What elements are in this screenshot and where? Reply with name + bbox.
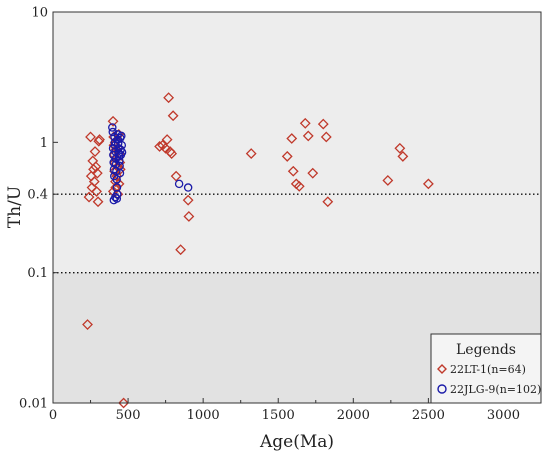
data-point-circle bbox=[111, 192, 120, 202]
reference-lines bbox=[53, 193, 541, 274]
data-point-diamond bbox=[307, 167, 319, 179]
legend-box bbox=[430, 333, 542, 404]
data-point-diamond bbox=[90, 161, 102, 173]
x-tick-label: 1000 bbox=[187, 408, 220, 423]
legend-title: Legends bbox=[456, 342, 516, 358]
data-point-circle bbox=[115, 168, 125, 178]
data-point-diamond bbox=[281, 150, 293, 162]
data-point-circle bbox=[117, 147, 127, 157]
data-points bbox=[82, 92, 434, 409]
data-point-diamond bbox=[160, 142, 172, 154]
data-point-circle bbox=[174, 179, 184, 189]
data-point-diamond bbox=[107, 115, 119, 127]
data-point-diamond bbox=[111, 170, 123, 182]
y-tick-label: 0.01 bbox=[19, 397, 48, 412]
data-point-diamond bbox=[287, 165, 299, 177]
data-point-diamond bbox=[83, 191, 95, 203]
data-point-diamond bbox=[163, 92, 175, 104]
data-point-diamond bbox=[397, 150, 409, 162]
data-point-diamond bbox=[166, 148, 178, 159]
x-tick-label: 0 bbox=[49, 408, 57, 423]
data-point-diamond bbox=[322, 196, 334, 208]
legend-label-22jlg-9: 22JLG-9(n=102) bbox=[450, 383, 541, 396]
y-tick-label: 10 bbox=[31, 6, 48, 21]
plot-frame bbox=[52, 11, 542, 404]
data-point-circle bbox=[108, 123, 117, 132]
x-tick-label: 500 bbox=[116, 408, 141, 423]
data-point-diamond bbox=[245, 148, 257, 159]
data-point-diamond bbox=[91, 167, 103, 179]
data-point-circle bbox=[112, 194, 122, 203]
data-point-diamond bbox=[394, 142, 406, 154]
data-point-circle bbox=[183, 183, 193, 192]
data-point-diamond bbox=[154, 141, 166, 152]
data-point-diamond bbox=[302, 130, 314, 142]
data-point-diamond bbox=[170, 170, 182, 182]
y-tick-label: 1 bbox=[40, 136, 48, 151]
y-axis-title: Th/U bbox=[5, 186, 25, 228]
x-axis-title: Age(Ma) bbox=[259, 432, 334, 452]
data-point-diamond bbox=[85, 131, 96, 143]
data-point-diamond bbox=[167, 110, 179, 122]
data-point-circle bbox=[108, 127, 118, 137]
data-point-diamond bbox=[299, 117, 311, 129]
data-point-diamond bbox=[91, 186, 102, 197]
data-point-circle bbox=[117, 131, 126, 141]
legend: Legends 22LT-1(n=64) 22JLG-9(n=102) bbox=[430, 333, 542, 404]
data-point-diamond bbox=[422, 178, 434, 190]
data-point-diamond bbox=[293, 180, 305, 192]
data-point-diamond bbox=[183, 211, 195, 222]
data-point-diamond bbox=[92, 196, 104, 208]
y-tick-label: 0.1 bbox=[27, 266, 48, 281]
data-point-diamond bbox=[286, 133, 298, 144]
data-point-diamond bbox=[175, 244, 187, 256]
data-point-diamond bbox=[89, 146, 101, 157]
data-point-diamond bbox=[320, 131, 332, 143]
x-axis-ticks: 0 500 1000 1500 2000 2500 3000 bbox=[49, 398, 520, 423]
data-point-diamond bbox=[88, 176, 100, 187]
x-tick-label: 2500 bbox=[412, 408, 445, 423]
data-point-diamond bbox=[161, 134, 173, 145]
y-tick-label: 0.4 bbox=[27, 188, 48, 203]
x-tick-label: 1500 bbox=[262, 408, 295, 423]
data-point-diamond bbox=[182, 194, 194, 206]
legend-label-22lt-1: 22LT-1(n=64) bbox=[450, 363, 526, 376]
y-axis-ticks: 0.01 0.1 0.4 1 10 bbox=[19, 6, 58, 412]
data-point-circle bbox=[115, 156, 124, 166]
data-point-diamond bbox=[82, 319, 93, 330]
data-point-diamond bbox=[382, 175, 394, 186]
x-tick-label: 3000 bbox=[487, 408, 520, 423]
legend-circle-icon bbox=[437, 384, 447, 394]
legend-diamond-icon bbox=[437, 364, 447, 374]
x-tick-label: 2000 bbox=[337, 408, 370, 423]
data-point-diamond bbox=[94, 134, 105, 145]
data-point-diamond bbox=[317, 118, 329, 130]
data-point-diamond bbox=[118, 397, 129, 409]
